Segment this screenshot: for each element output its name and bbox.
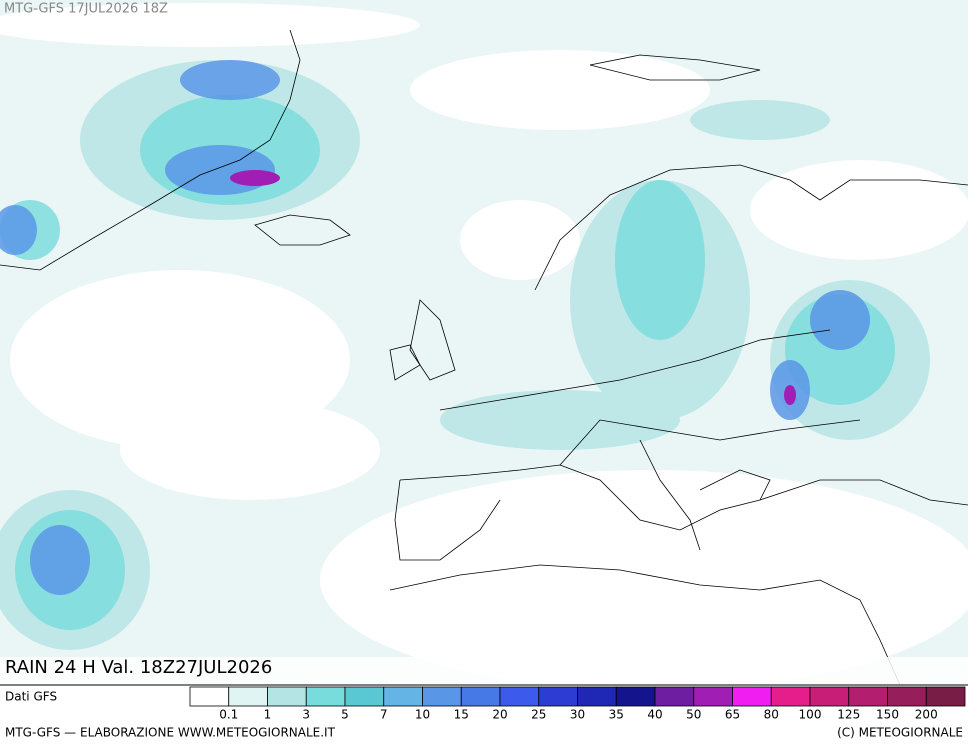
footer-left: MTG-GFS — ELABORAZIONE WWW.METEOGIORNALE…	[5, 726, 336, 740]
legend-label: 35	[609, 708, 624, 722]
legend-swatch	[693, 686, 733, 707]
data-source: Dati GFS	[5, 690, 57, 704]
legend-label: 1	[264, 708, 272, 722]
legend-swatch	[460, 686, 501, 707]
map: MTG-GFS 17JUL2026 18Z	[0, 0, 968, 686]
legend-swatch	[809, 686, 850, 707]
legend-swatch	[305, 686, 346, 707]
legend-swatch	[577, 686, 617, 707]
title-band	[0, 657, 968, 685]
legend-label: 10	[415, 708, 430, 722]
legend-label: 25	[531, 708, 546, 722]
legend-swatch	[344, 686, 385, 707]
legend-swatch	[848, 686, 888, 707]
legend-label: 150	[876, 708, 899, 722]
footer-right: (C) METEOGIORNALE	[837, 726, 963, 740]
legend-label: 100	[799, 708, 822, 722]
legend-swatch	[189, 686, 230, 707]
map-title: RAIN 24 H Val. 18Z27JUL2026	[5, 657, 272, 678]
legend-label: 30	[570, 708, 585, 722]
legend-label: 50	[686, 708, 701, 722]
legend-label: 40	[647, 708, 662, 722]
legend-label: 15	[454, 708, 469, 722]
legend-label: 20	[492, 708, 507, 722]
legend-label: 3	[302, 708, 310, 722]
legend-swatch	[887, 686, 927, 707]
legend-swatch	[615, 686, 656, 707]
legend-label: 0.1	[219, 708, 238, 722]
run-label: MTG-GFS 17JUL2026 18Z	[4, 2, 168, 17]
legend-label: 200	[915, 708, 938, 722]
legend-swatch	[770, 686, 811, 707]
legend-label: 80	[764, 708, 779, 722]
legend-swatch	[732, 686, 772, 707]
rain-extreme	[230, 170, 796, 405]
legend-label: 5	[341, 708, 349, 722]
legend-swatch	[267, 686, 307, 707]
legend-swatch	[538, 686, 578, 707]
legend-label: 65	[725, 708, 740, 722]
legend-swatch	[654, 686, 695, 707]
legend-label: 7	[380, 708, 388, 722]
legend-label: 125	[837, 708, 860, 722]
legend-swatch	[383, 686, 423, 707]
legend-swatch	[499, 686, 540, 707]
legend-swatch	[925, 686, 966, 707]
legend-swatch	[228, 686, 268, 707]
legend-swatch	[422, 686, 462, 707]
coastlines	[0, 29, 968, 686]
legend: 0.1 1 3 5 7 10 15 20 25 30 35 40 50 65 80 100 125 150 200	[189, 686, 966, 722]
